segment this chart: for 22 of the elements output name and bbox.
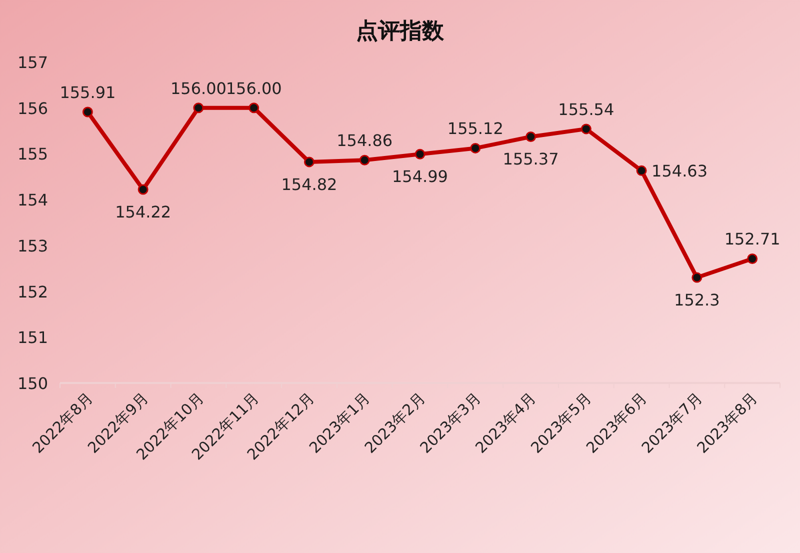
ytick: 150	[17, 374, 48, 393]
data-label: 154.82	[281, 174, 338, 194]
title: 点评指数	[356, 19, 444, 44]
data-label: 156.00	[226, 78, 282, 98]
ytick: 154	[17, 190, 48, 210]
data-label: 156.00	[170, 78, 226, 98]
data-label: 155.12	[447, 119, 504, 138]
ytick: 155	[17, 144, 48, 164]
ytick: 151	[17, 328, 48, 348]
data-label: 154.86	[336, 131, 393, 150]
ytick: 152	[17, 282, 48, 302]
data-label: 154.22	[115, 202, 172, 222]
ytick: 156	[17, 98, 48, 118]
data-label: 154.99	[392, 167, 448, 186]
data-label: 152.71	[724, 230, 780, 249]
data-label: 154.63	[652, 162, 708, 181]
ytick: 153	[17, 236, 48, 256]
data-label: 152.3	[674, 290, 720, 310]
data-label: 155.37	[502, 150, 559, 169]
ytick: 157	[17, 53, 48, 72]
data-label: 155.54	[558, 100, 614, 119]
data-label: 155.91	[60, 82, 116, 102]
